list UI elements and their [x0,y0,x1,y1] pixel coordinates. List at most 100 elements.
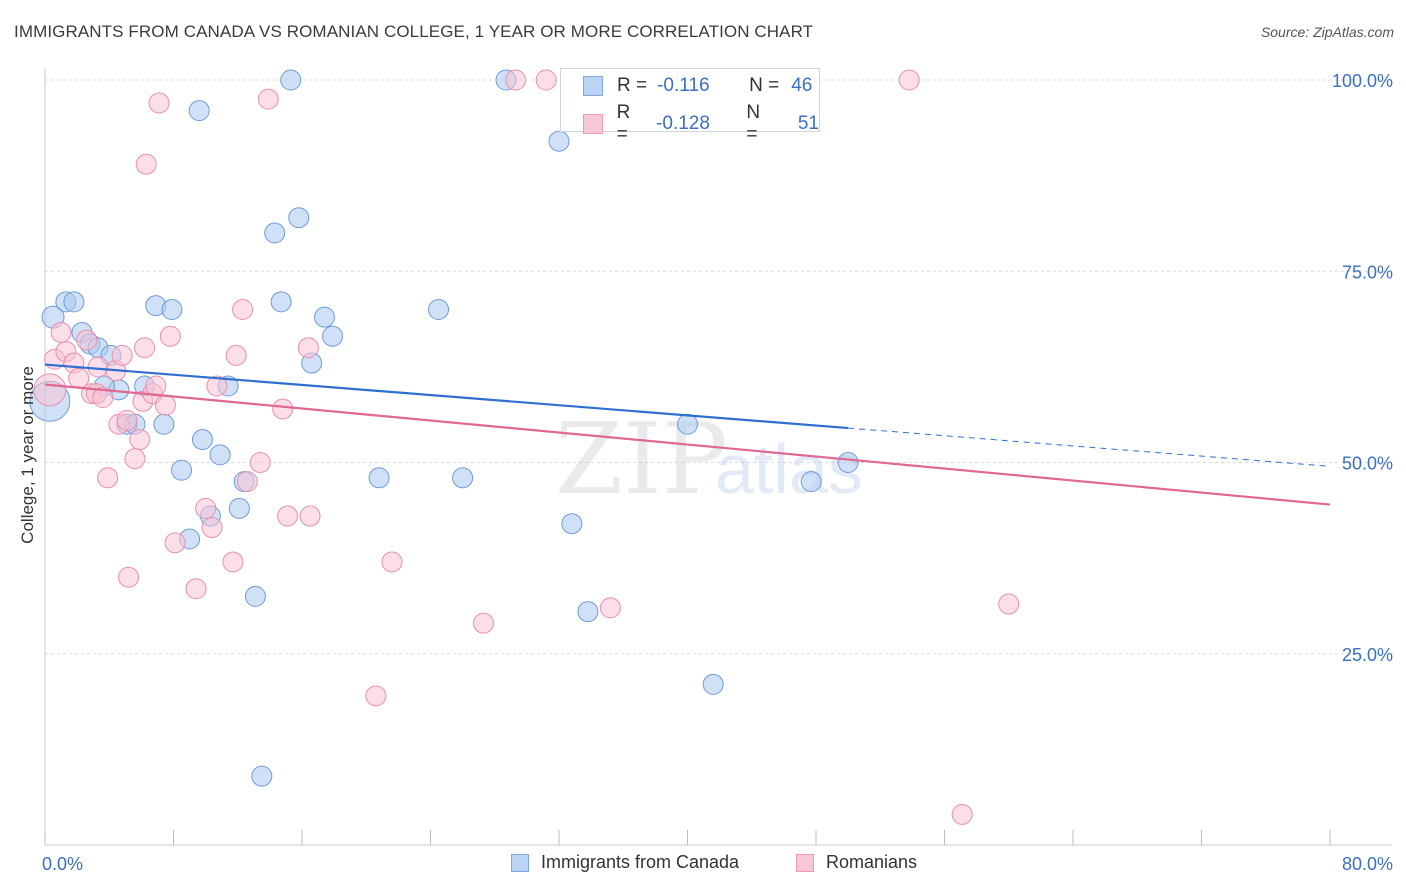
trend-line-canada-extension [848,427,1331,467]
stat-row-romanians: R = -0.128 N = 51 [583,102,819,146]
point-romanian [116,409,138,431]
point-canada [228,497,250,519]
point-romanian [87,356,109,378]
point-canada [548,130,570,152]
point-romanian [206,375,228,397]
trend-line-canada [44,363,849,430]
point-canada [280,69,302,91]
point-romanian [222,551,244,573]
point-romanian [164,532,186,554]
point-romanian [124,448,146,470]
point-romanian [185,578,207,600]
point-canada [677,413,698,435]
point-romanian [50,321,72,343]
point-canada [428,299,450,320]
tick-labels: 25.0% 50.0% 75.0% 100.0% 0.0% 80.0% [42,71,1393,874]
point-romanian [129,429,151,451]
watermark: ZIP atlas [555,403,863,517]
point-canada [702,673,724,695]
point-romanian [297,337,319,359]
canada-swatch [583,76,603,96]
point-canada [171,459,193,481]
point-canada [452,467,474,489]
point-romanian [145,375,167,397]
point-romanian [76,329,98,351]
legend-label-romanians: Romanians [826,852,918,872]
point-romanian [111,344,133,366]
x-tick-label: 0.0% [42,854,83,874]
point-romanian [473,612,495,634]
point-romanian [257,88,279,110]
trend-lines [44,363,1331,506]
point-romanian [97,467,119,489]
trend-line-romanians [44,383,1331,506]
point-romanian [535,69,557,91]
r-label: R = [617,75,648,96]
legend-swatch-romanians [796,853,814,872]
point-canada [368,467,390,489]
point-romanian [299,505,321,527]
point-canada [244,585,266,607]
n-value-romanians: 51 [797,113,819,134]
r-value-romanians: -0.128 [656,113,710,134]
series-canada-points [29,69,859,787]
point-canada [270,291,292,313]
y-axis-label: College, 1 year or more [18,366,37,544]
point-romanian [33,373,67,407]
legend-item-canada[interactable]: Immigrants from Canada [511,852,739,873]
grid-lines [45,79,1392,655]
point-romanian [201,517,223,539]
point-romanian [249,452,271,473]
point-romanian [159,325,181,347]
point-canada [161,299,183,320]
point-romanian [272,398,294,420]
point-canada [577,601,599,623]
n-label: N = [749,75,780,96]
correlation-stats-box: R = -0.116 N = 46 R = -0.128 N = 51 [560,68,820,145]
r-value-canada: -0.116 [657,75,710,96]
series-romanians-points [33,69,1020,825]
point-romanian [898,69,920,91]
point-romanian [225,344,247,366]
legend-swatch-canada [511,853,529,872]
point-romanian [277,505,299,527]
point-canada [209,444,231,466]
point-canada [63,291,85,313]
point-romanian [92,386,114,408]
r-label: R = [616,102,631,145]
watermark-zip: ZIP [555,403,728,517]
y-tick-label: 100.0% [1332,71,1393,91]
chart-title: IMMIGRANTS FROM CANADA VS ROMANIAN COLLE… [14,22,814,41]
romanians-swatch [583,114,603,134]
legend-item-romanians[interactable]: Romanians [796,852,917,873]
y-tick-label: 75.0% [1342,262,1393,282]
point-canada [837,452,859,473]
axes [44,68,1392,846]
point-romanian [505,69,527,91]
point-canada [561,513,583,535]
point-romanian [365,685,387,707]
point-romanian [951,803,973,825]
point-canada [800,471,822,493]
n-label: N = [746,102,761,145]
point-canada [251,765,273,787]
stat-row-canada: R = -0.116 N = 46 [583,75,812,97]
point-romanian [148,92,170,114]
point-canada [288,207,310,229]
source-label: Source: ZipAtlas.com [1260,24,1394,40]
point-canada [322,325,344,347]
point-romanian [998,593,1020,615]
point-canada [313,306,335,328]
point-romanian [134,337,156,359]
point-romanian [135,153,157,175]
legend: Immigrants from Canada Romanians [0,852,1406,878]
point-romanian [381,551,403,573]
n-value-canada: 46 [791,75,813,96]
point-canada [264,222,286,244]
y-tick-label: 50.0% [1342,454,1393,474]
watermark-atlas: atlas [715,430,863,508]
point-romanian [154,394,176,416]
point-romanian [232,299,254,320]
point-canada [191,429,213,451]
